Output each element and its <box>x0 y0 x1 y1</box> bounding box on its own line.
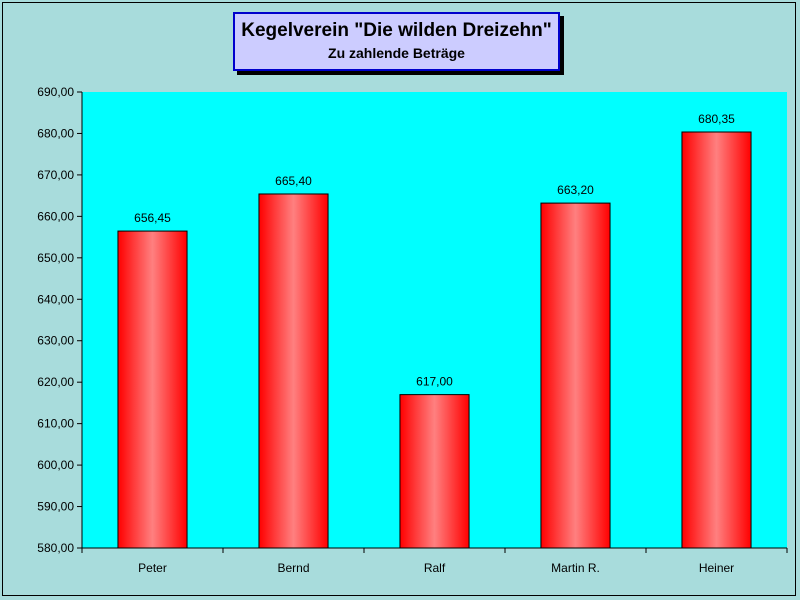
bar <box>681 131 752 549</box>
chart-subtitle: Zu zahlende Beträge <box>328 45 465 61</box>
bar <box>117 230 188 549</box>
y-tick-label: 590,00 <box>37 500 74 514</box>
y-tick-label: 640,00 <box>37 292 74 306</box>
chart-title-box: Kegelverein "Die wilden Dreizehn" Zu zah… <box>233 12 560 71</box>
bar <box>258 193 329 549</box>
x-category-label: Heiner <box>699 561 734 575</box>
x-category-label: Ralf <box>424 561 446 575</box>
y-tick-label: 600,00 <box>37 458 74 472</box>
y-tick-label: 610,00 <box>37 417 74 431</box>
y-tick-label: 670,00 <box>37 168 74 182</box>
bar-value-label: 617,00 <box>416 375 453 389</box>
y-tick-label: 580,00 <box>37 541 74 555</box>
y-tick-label: 620,00 <box>37 375 74 389</box>
x-category-label: Martin R. <box>551 561 600 575</box>
x-category-label: Bernd <box>277 561 309 575</box>
bar <box>399 394 470 549</box>
bar-value-label: 656,45 <box>134 211 171 225</box>
bars: 656,45 665,40 617,00 663,20 680,35 <box>117 112 752 549</box>
bar-value-label: 665,40 <box>275 174 312 188</box>
chart-title: Kegelverein "Die wilden Dreizehn" <box>241 20 552 41</box>
bar-value-label: 663,20 <box>557 183 594 197</box>
y-tick-label: 630,00 <box>37 334 74 348</box>
y-tick-label: 680,00 <box>37 126 74 140</box>
bar-value-label: 680,35 <box>698 112 735 126</box>
x-axis: Peter Bernd Ralf Martin R. Heiner <box>81 547 788 575</box>
y-tick-label: 650,00 <box>37 251 74 265</box>
x-category-label: Peter <box>138 561 167 575</box>
y-tick-label: 660,00 <box>37 209 74 223</box>
bar <box>540 202 611 549</box>
y-tick-label: 690,00 <box>37 85 74 99</box>
y-axis: 580,00 590,00 600,00 610,00 620,00 630,00 640,… <box>37 85 83 555</box>
